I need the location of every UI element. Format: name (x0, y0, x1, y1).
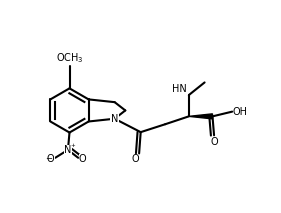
Text: OH: OH (233, 107, 248, 117)
Text: O: O (79, 154, 87, 164)
Text: N: N (111, 114, 118, 124)
Text: OCH$_3$: OCH$_3$ (56, 52, 83, 65)
Text: HN: HN (173, 84, 187, 94)
Text: O: O (210, 137, 218, 147)
Text: N: N (64, 145, 72, 155)
Text: +: + (70, 143, 75, 148)
Text: O: O (47, 154, 55, 164)
Text: O: O (131, 154, 139, 164)
Text: −: − (45, 154, 52, 163)
Polygon shape (189, 114, 212, 119)
